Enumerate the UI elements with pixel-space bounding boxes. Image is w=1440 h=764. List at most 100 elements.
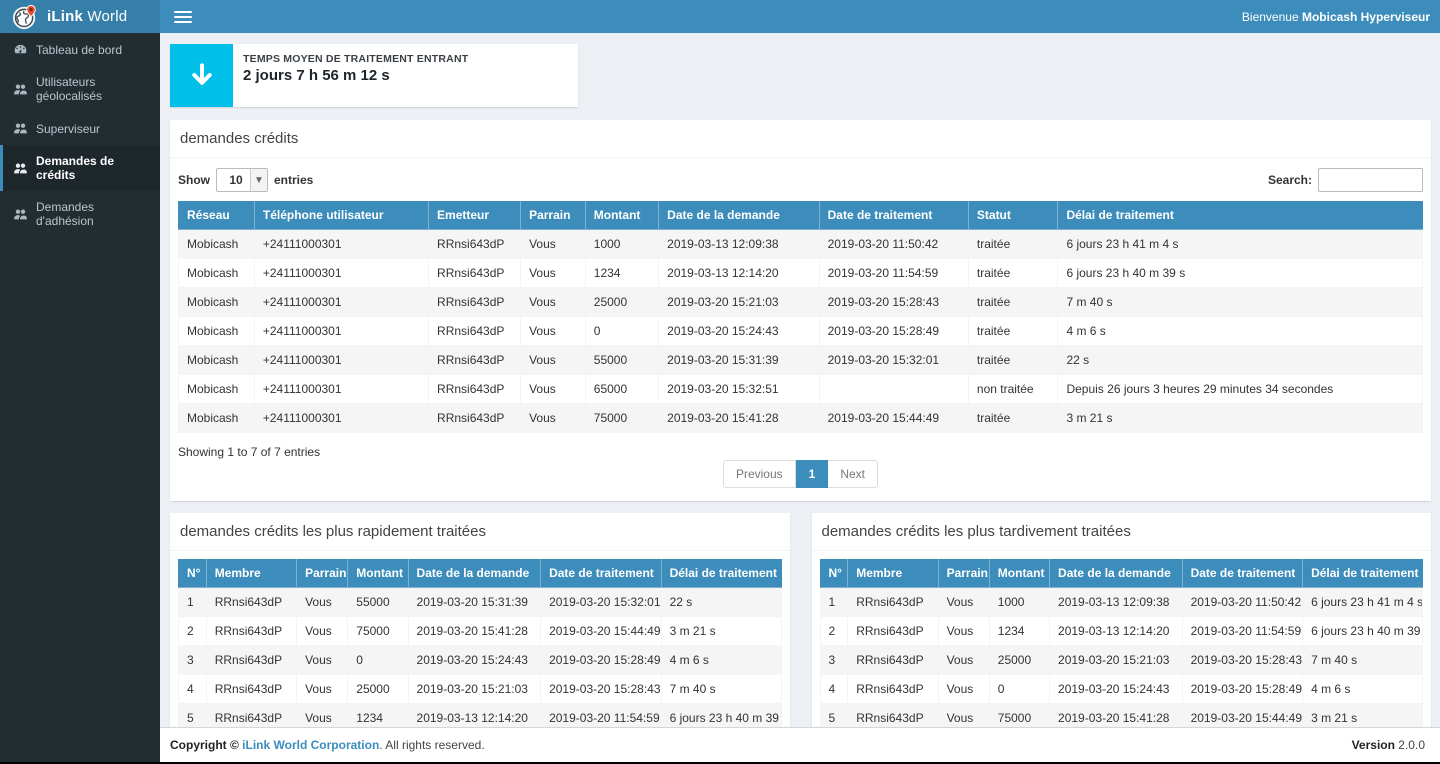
table-cell: 2019-03-20 15:24:43 (659, 317, 819, 346)
table-row: 5RRnsi643dPVous750002019-03-20 15:41:282… (820, 704, 1423, 728)
table-cell: Vous (521, 288, 586, 317)
column-header[interactable]: Date de traitement (819, 201, 968, 230)
page-1-button[interactable]: 1 (796, 460, 829, 488)
table-cell: Vous (521, 404, 586, 433)
table-cell (819, 375, 968, 404)
table-row: 3RRnsi643dPVous02019-03-20 15:24:432019-… (179, 646, 782, 675)
column-header[interactable]: Délai de traitement (1303, 559, 1423, 588)
users-icon (13, 121, 28, 136)
table-cell: 2019-03-20 15:31:39 (408, 588, 541, 617)
next-page-button[interactable]: Next (828, 460, 878, 488)
column-header[interactable]: Date de traitement (1182, 559, 1303, 588)
widget-title: TEMPS MOYEN DE TRAITEMENT ENTRANT (243, 53, 468, 65)
table-cell: 2019-03-20 11:54:59 (1182, 617, 1303, 646)
table-cell: RRnsi643dP (429, 230, 521, 259)
sidebar-item-superviseur[interactable]: Superviseur (0, 112, 160, 145)
table-cell: 2019-03-20 15:32:01 (541, 588, 662, 617)
column-header[interactable]: Membre (848, 559, 938, 588)
table-cell: Mobicash (179, 375, 255, 404)
sidebar-item-tableau-de-bord[interactable]: Tableau de bord (0, 33, 160, 66)
column-header[interactable]: Montant (585, 201, 658, 230)
slowest-credits-table: N°MembreParrainMontantDate de la demande… (820, 559, 1424, 727)
column-header[interactable]: N° (820, 559, 848, 588)
sidebar-item-utilisateurs-geolocalises[interactable]: Utilisateurs géolocalisés (0, 66, 160, 112)
column-header[interactable]: Emetteur (429, 201, 521, 230)
column-header[interactable]: Délai de traitement (661, 559, 781, 588)
page-length-control: Show 10 ▼ entries (178, 168, 313, 192)
table-cell: 3 (820, 646, 848, 675)
column-header[interactable]: Date de la demande (1050, 559, 1183, 588)
table-cell: 2019-03-20 15:28:43 (1182, 646, 1303, 675)
column-header[interactable]: Montant (348, 559, 408, 588)
table-cell: 25000 (348, 675, 408, 704)
page-length-select[interactable]: 10 (216, 168, 268, 192)
table-row: Mobicash+24111000301RRnsi643dPVous750002… (179, 404, 1423, 433)
sidebar-item-label: Tableau de bord (36, 43, 122, 57)
table-row: 3RRnsi643dPVous250002019-03-20 15:21:032… (820, 646, 1423, 675)
copyright-text: Copyright © iLink World Corporation. All… (170, 738, 485, 752)
table-cell: RRnsi643dP (206, 646, 296, 675)
column-header[interactable]: Date de la demande (408, 559, 541, 588)
table-cell: 4 (179, 675, 207, 704)
sidebar-item-demandes-de-credits[interactable]: Demandes de crédits (0, 145, 160, 191)
footer: Copyright © iLink World Corporation. All… (160, 727, 1440, 762)
company-link[interactable]: iLink World Corporation (242, 738, 379, 752)
table-cell: Mobicash (179, 317, 255, 346)
column-header[interactable]: Téléphone utilisateur (254, 201, 428, 230)
previous-page-button[interactable]: Previous (723, 460, 796, 488)
main-content: TEMPS MOYEN DE TRAITEMENT ENTRANT 2 jour… (160, 33, 1440, 727)
column-header[interactable]: Date de la demande (659, 201, 819, 230)
table-cell: RRnsi643dP (429, 317, 521, 346)
table-cell: Vous (521, 317, 586, 346)
table-row: 1RRnsi643dPVous550002019-03-20 15:31:392… (179, 588, 782, 617)
table-cell: 2019-03-20 11:54:59 (541, 704, 662, 728)
column-header[interactable]: Réseau (179, 201, 255, 230)
table-cell: Mobicash (179, 259, 255, 288)
table-cell: RRnsi643dP (206, 617, 296, 646)
table-cell: 0 (989, 675, 1049, 704)
table-cell: Mobicash (179, 404, 255, 433)
table-cell: Vous (938, 588, 989, 617)
hamburger-icon[interactable] (170, 4, 196, 30)
search-input[interactable] (1318, 168, 1423, 192)
table-cell: 3 m 21 s (1058, 404, 1423, 433)
table-cell: 7 m 40 s (1303, 646, 1423, 675)
table-row: Mobicash+24111000301RRnsi643dPVous250002… (179, 288, 1423, 317)
table-cell: 2019-03-20 11:50:42 (1182, 588, 1303, 617)
table-cell: 2019-03-20 15:32:01 (819, 346, 968, 375)
column-header[interactable]: N° (179, 559, 207, 588)
brand[interactable]: iLink World (0, 0, 160, 33)
table-cell: Vous (521, 230, 586, 259)
table-row: 2RRnsi643dPVous750002019-03-20 15:41:282… (179, 617, 782, 646)
table-cell: Vous (938, 675, 989, 704)
version-text: Version 2.0.0 (1352, 738, 1425, 752)
column-header[interactable]: Statut (968, 201, 1058, 230)
table-cell: RRnsi643dP (848, 617, 938, 646)
column-header[interactable]: Parrain (297, 559, 348, 588)
table-cell: 2019-03-20 15:21:03 (1050, 646, 1183, 675)
table-cell: 75000 (585, 404, 658, 433)
column-header[interactable]: Montant (989, 559, 1049, 588)
table-cell: 6 jours 23 h 40 m 39 s (1058, 259, 1423, 288)
table-cell: Vous (521, 346, 586, 375)
table-cell: 2019-03-20 11:54:59 (819, 259, 968, 288)
table-cell: Vous (297, 588, 348, 617)
table-cell: 3 m 21 s (661, 617, 781, 646)
table-cell: 5 (179, 704, 207, 728)
table-cell: RRnsi643dP (429, 288, 521, 317)
column-header[interactable]: Parrain (938, 559, 989, 588)
column-header[interactable]: Parrain (521, 201, 586, 230)
table-cell: non traitée (968, 375, 1058, 404)
table-row: 4RRnsi643dPVous250002019-03-20 15:21:032… (179, 675, 782, 704)
column-header[interactable]: Date de traitement (541, 559, 662, 588)
table-cell: 0 (348, 646, 408, 675)
table-cell: RRnsi643dP (429, 346, 521, 375)
table-cell: 55000 (585, 346, 658, 375)
column-header[interactable]: Délai de traitement (1058, 201, 1423, 230)
table-row: 4RRnsi643dPVous02019-03-20 15:24:432019-… (820, 675, 1423, 704)
sidebar-item-demandes-d-adhesion[interactable]: Demandes d'adhésion (0, 191, 160, 237)
top-bar: iLink World Bienvenue Mobicash Hypervise… (0, 0, 1440, 33)
table-cell: 2019-03-20 15:24:43 (408, 646, 541, 675)
column-header[interactable]: Membre (206, 559, 296, 588)
table-cell: Vous (297, 675, 348, 704)
